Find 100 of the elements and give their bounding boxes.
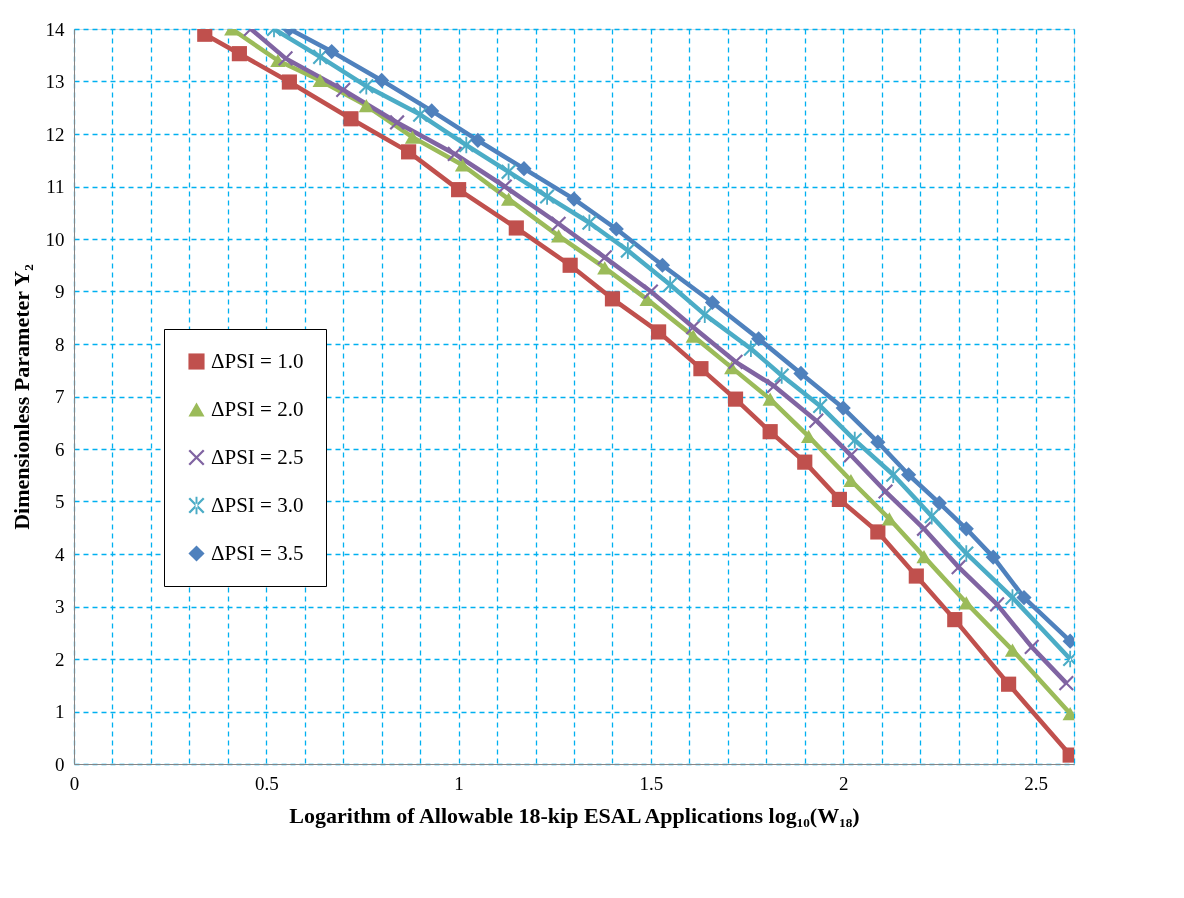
point — [516, 161, 532, 177]
point — [662, 276, 678, 294]
point — [281, 74, 297, 90]
x-tick-label: 0.5 — [254, 772, 279, 794]
point — [604, 291, 621, 307]
point — [389, 114, 405, 131]
point — [581, 214, 597, 232]
y-tick-label: 3 — [55, 596, 65, 617]
point — [1001, 676, 1017, 692]
point — [885, 466, 901, 484]
point — [651, 324, 667, 340]
point — [793, 365, 809, 381]
x-tick-label: 2 — [838, 772, 849, 794]
legend-label: ΔPSI = 3.5 — [211, 540, 304, 565]
y-tick-label: 12 — [45, 123, 65, 145]
point — [985, 549, 1001, 565]
point — [704, 294, 721, 311]
point — [958, 596, 974, 610]
y-tick-label: 9 — [55, 281, 65, 302]
x-tick-label: 1 — [454, 772, 464, 794]
point — [743, 340, 759, 358]
point — [551, 216, 567, 232]
point — [727, 391, 744, 407]
y-tick-label: 14 — [45, 18, 65, 40]
y-axis-title: Dimensionless Parameter Y₂ — [8, 263, 34, 530]
point — [693, 361, 709, 377]
point — [1058, 675, 1074, 691]
y-tick-label: 5 — [55, 491, 65, 512]
point — [404, 130, 421, 144]
legend-label: ΔPSI = 2.5 — [211, 444, 304, 469]
y-tick-label: 10 — [45, 228, 65, 250]
point — [231, 46, 247, 62]
point — [497, 178, 513, 195]
point — [358, 99, 374, 113]
point — [312, 48, 328, 66]
point — [324, 43, 340, 60]
point — [751, 331, 767, 347]
point — [958, 521, 974, 537]
point — [620, 242, 636, 259]
point — [877, 483, 894, 500]
y-tick-label: 13 — [45, 71, 65, 92]
legend-label: ΔPSI = 1.0 — [211, 348, 304, 373]
point — [870, 524, 886, 540]
point — [989, 596, 1005, 612]
point — [916, 521, 932, 537]
legend-label: ΔPSI = 2.0 — [211, 396, 304, 421]
point — [881, 512, 897, 526]
point — [312, 73, 328, 88]
point — [901, 467, 917, 483]
point — [1004, 589, 1021, 606]
y-tick-label: 8 — [55, 333, 65, 355]
point — [508, 220, 524, 236]
point — [697, 306, 713, 323]
point — [762, 392, 778, 406]
point — [562, 257, 578, 273]
point — [1024, 639, 1040, 655]
point — [766, 378, 782, 394]
point — [343, 111, 359, 127]
point — [451, 182, 467, 198]
point — [808, 413, 824, 429]
point — [643, 283, 659, 300]
point — [843, 447, 859, 463]
point — [277, 50, 294, 66]
legend-label: ΔPSI = 3.0 — [211, 492, 304, 517]
point — [831, 491, 847, 507]
point — [374, 72, 390, 89]
point — [335, 82, 351, 98]
point — [847, 431, 863, 449]
point — [539, 188, 555, 205]
point — [597, 249, 613, 265]
x-tick-label: 0 — [69, 772, 80, 794]
point — [458, 136, 474, 154]
x-tick-label: 1.5 — [639, 772, 664, 794]
x-tick-label: 2.5 — [1024, 772, 1048, 794]
point — [401, 144, 417, 160]
point — [566, 191, 582, 207]
point — [470, 132, 486, 148]
point — [358, 77, 374, 95]
point — [947, 612, 963, 628]
point — [924, 507, 940, 525]
point — [951, 559, 967, 575]
point — [801, 429, 817, 443]
point — [843, 473, 859, 488]
point — [424, 103, 440, 119]
point — [812, 397, 828, 415]
y-tick-label: 6 — [55, 438, 65, 460]
point — [727, 354, 744, 370]
y-tick-label: 4 — [55, 543, 65, 565]
y-tick-label: 0 — [55, 753, 65, 775]
point — [447, 146, 463, 162]
point — [412, 106, 428, 123]
point — [654, 257, 671, 273]
point — [762, 424, 778, 440]
point — [908, 568, 924, 584]
point — [501, 163, 517, 181]
y-tick-label: 2 — [55, 648, 65, 670]
y-tick-label: 11 — [46, 176, 65, 197]
y-tick-label: 7 — [55, 386, 65, 407]
point — [608, 221, 624, 237]
point — [870, 434, 886, 450]
